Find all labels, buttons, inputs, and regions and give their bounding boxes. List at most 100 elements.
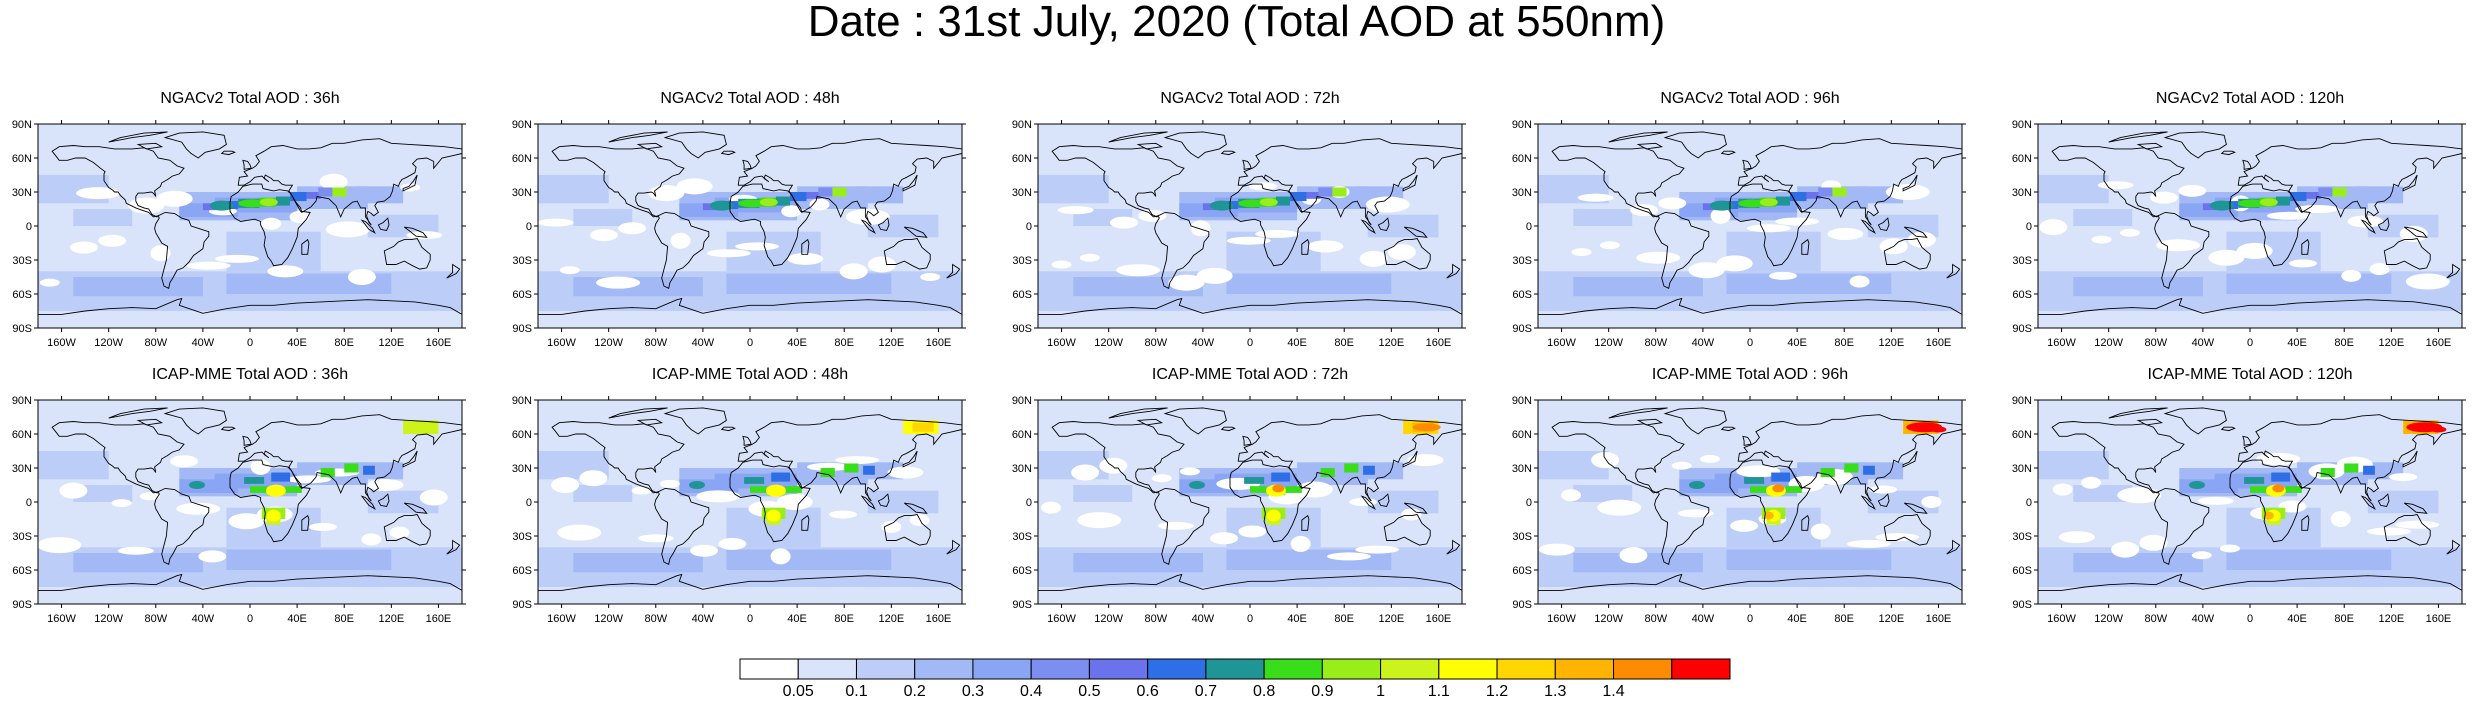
aod-cell — [1573, 209, 1633, 226]
aod-plume — [1168, 274, 1205, 291]
aod-cell — [1573, 277, 1703, 297]
aod-cell — [1785, 486, 1802, 493]
lat-tick-label: 60S — [1512, 289, 1532, 301]
coastline — [1720, 150, 1736, 156]
colorbar-swatch — [1205, 658, 1265, 680]
aod-plume — [1597, 499, 1642, 516]
lon-tick-label: 160E — [2426, 613, 2452, 625]
aod-plume — [735, 242, 780, 251]
colorbar-swatch — [1438, 658, 1498, 680]
aod-plume — [718, 537, 747, 550]
lon-tick-label: 120E — [878, 337, 904, 349]
aod-plume — [2208, 249, 2245, 266]
lon-tick-label: 0 — [1747, 337, 1753, 349]
aod-plume — [596, 276, 641, 289]
aod-plume — [2189, 481, 2205, 489]
aod-plume — [887, 466, 924, 479]
coastline — [636, 418, 664, 426]
aod-plume — [170, 455, 199, 468]
coastline — [883, 237, 931, 270]
aod-plume — [2238, 199, 2267, 208]
coastline — [729, 183, 811, 267]
colorbar-swatch — [972, 658, 1032, 680]
coastline — [2163, 131, 2227, 159]
coastline — [1404, 502, 1428, 514]
coastline — [1360, 495, 1376, 510]
map-panel: ICAP-MME Total AOD : 120h 90N 60N 30N 0 30S 60… — [2000, 366, 2470, 625]
lat-tick-label: 90S — [512, 323, 532, 335]
aod-map: 90N 60N 30N 0 30S 60S 90S 160W 120W 80W 40W 0 40E 80E… — [1512, 119, 1966, 349]
lon-tick-label: 120W — [1594, 613, 1623, 625]
aod-cell — [1285, 486, 1302, 493]
lon-tick-label: 80W — [2144, 613, 2167, 625]
aod-plume — [39, 278, 60, 287]
aod-plume — [920, 273, 941, 281]
lon-tick-label: 120W — [94, 613, 123, 625]
aod-cell — [2073, 277, 2203, 297]
aod-plume — [1196, 267, 1233, 284]
aod-cell — [806, 192, 821, 199]
lon-tick-label: 40E — [287, 337, 307, 349]
lon-tick-label: 160E — [926, 613, 952, 625]
lon-tick-label: 160E — [426, 613, 452, 625]
coastline — [301, 514, 310, 531]
aod-plume — [2156, 239, 2201, 252]
map-panel: NGACv2 Total AOD : 96h 90N 60N 30N 0 30S 60S 90… — [1500, 90, 1970, 349]
colorbar-tick-label: 1.1 — [1428, 683, 1450, 700]
coastline — [136, 418, 164, 426]
colorbar-swatch — [1030, 658, 1090, 680]
aod-plume — [829, 510, 858, 519]
coastline — [1904, 502, 1928, 514]
coastline — [108, 131, 168, 143]
lon-tick-label: 0 — [747, 613, 753, 625]
aod-plume — [1746, 224, 1791, 233]
aod-map: 90N 60N 30N 0 30S 60S 90S 160W 120W 80W 40W 0 40E 80E… — [2012, 119, 2466, 349]
aod-plume — [347, 269, 376, 285]
coastline — [383, 513, 431, 546]
aod-plume — [1849, 275, 1870, 288]
coastline — [1220, 150, 1236, 156]
aod-plume — [709, 200, 734, 211]
aod-plume — [670, 232, 691, 249]
lat-tick-label: 0 — [1026, 497, 1032, 509]
aod-field — [538, 400, 962, 604]
colorbar: 0.05 0.1 0.2 0.3 0.4 0.5 0.6 0.7 0.8 0.9 1 1.1 1.2 1.… — [700, 656, 1790, 701]
lon-tick-label: 80E — [2334, 613, 2354, 625]
aod-plume — [2266, 211, 2311, 220]
lat-tick-label: 0 — [1526, 221, 1532, 233]
coastline — [2242, 159, 2252, 170]
coastline — [904, 226, 928, 238]
aod-plume — [1709, 200, 1734, 211]
aod-cell — [573, 553, 703, 573]
aod-plume — [1885, 184, 1930, 200]
panel-title: ICAP-MME Total AOD : 48h — [651, 366, 849, 383]
lon-tick-label: 120E — [378, 337, 404, 349]
coastline — [163, 131, 227, 159]
lon-tick-label: 160W — [47, 613, 76, 625]
coastline — [402, 450, 418, 468]
aod-plume — [1040, 501, 1061, 514]
aod-plume — [1238, 525, 1267, 538]
aod-cell — [1775, 196, 1791, 206]
coastline — [1883, 513, 1931, 546]
lon-tick-label: 120W — [94, 337, 123, 349]
aod-plume — [1355, 545, 1400, 554]
coastline — [1608, 131, 1668, 143]
aod-map: 90N 60N 30N 0 30S 60S 90S 160W 120W 80W 40W 0 40E 80E… — [512, 395, 966, 625]
lon-tick-label: 80E — [834, 613, 854, 625]
aod-plume — [2052, 483, 2073, 496]
aod-plume — [2369, 263, 2390, 276]
aod-plume — [559, 266, 580, 275]
lat-tick-label: 90N — [1512, 395, 1532, 407]
aod-cell — [1726, 273, 1892, 294]
coastline — [1051, 145, 1185, 218]
colorbar-tick-label: 0.2 — [904, 683, 926, 700]
coastline — [2051, 145, 2185, 218]
aod-plume — [835, 456, 880, 465]
coastline — [1220, 426, 1236, 432]
coastline — [2377, 493, 2390, 508]
coastline — [1860, 495, 1876, 510]
lat-tick-label: 60S — [1012, 565, 1032, 577]
aod-plume — [1630, 204, 1658, 217]
aod-plume — [186, 261, 231, 270]
